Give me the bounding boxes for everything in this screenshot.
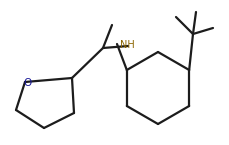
Text: O: O: [24, 78, 32, 88]
Text: NH: NH: [120, 40, 134, 50]
